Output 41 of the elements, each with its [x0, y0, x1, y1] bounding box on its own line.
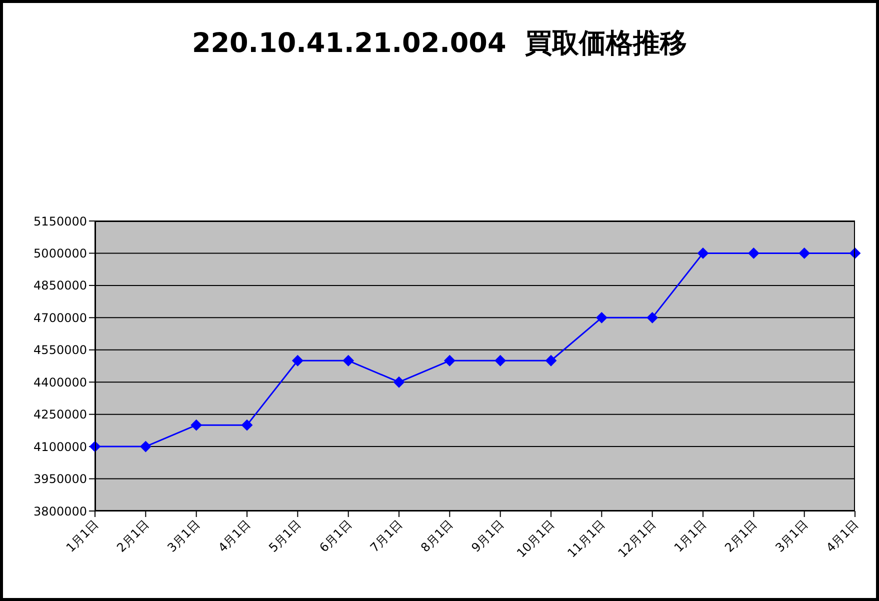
x-tick-label: 3月1日	[772, 517, 810, 555]
point	[242, 420, 252, 431]
point	[190, 420, 202, 431]
x-tick-label: 9月1日	[468, 517, 506, 555]
point	[748, 248, 760, 259]
x-tick-label: 12月1日	[615, 517, 658, 560]
x-tick-label: 2月1日	[722, 517, 760, 555]
point	[646, 312, 658, 324]
y-tick-label: 4550000	[34, 343, 87, 358]
y-tick-label: 3800000	[34, 504, 87, 518]
point	[292, 355, 304, 366]
point	[342, 355, 354, 366]
point	[444, 355, 456, 366]
x-tick-label: 6月1日	[316, 517, 354, 555]
y-tick-label: 5000000	[34, 246, 87, 260]
y-tick-label: 4700000	[34, 310, 87, 325]
x-tick-label: 4月1日	[823, 517, 862, 555]
x-tick-label: 5月1日	[266, 517, 304, 555]
x-tick-label: 7月1日	[367, 517, 406, 555]
x-tick-label: 1月1日	[671, 517, 710, 555]
x-tick-label: 8月1日	[418, 517, 456, 555]
x-tick-label: 1月1日	[63, 517, 102, 555]
y-tick-label: 3950000	[34, 472, 87, 486]
x-tick-label: 2月1日	[114, 517, 152, 555]
point	[798, 248, 810, 259]
chart-title: 220.10.41.21.02.004 買取価格推移	[190, 27, 688, 61]
x-tick-label: 11月1日	[564, 517, 608, 560]
point	[140, 441, 152, 452]
y-tick-label: 4850000	[34, 278, 87, 293]
point	[546, 355, 556, 366]
point	[698, 248, 708, 259]
point	[394, 376, 404, 388]
x-tick-label: 4月1日	[215, 517, 254, 555]
x-tick-label: 10月1日	[514, 517, 558, 560]
y-tick-label: 4100000	[34, 440, 87, 454]
y-tick-label: 4250000	[34, 408, 87, 422]
x-tick-label: 3月1日	[164, 517, 202, 555]
point	[596, 312, 608, 324]
y-tick-label: 4400000	[34, 375, 87, 390]
y-tick-label: 5150000	[34, 214, 87, 228]
point	[494, 355, 506, 366]
